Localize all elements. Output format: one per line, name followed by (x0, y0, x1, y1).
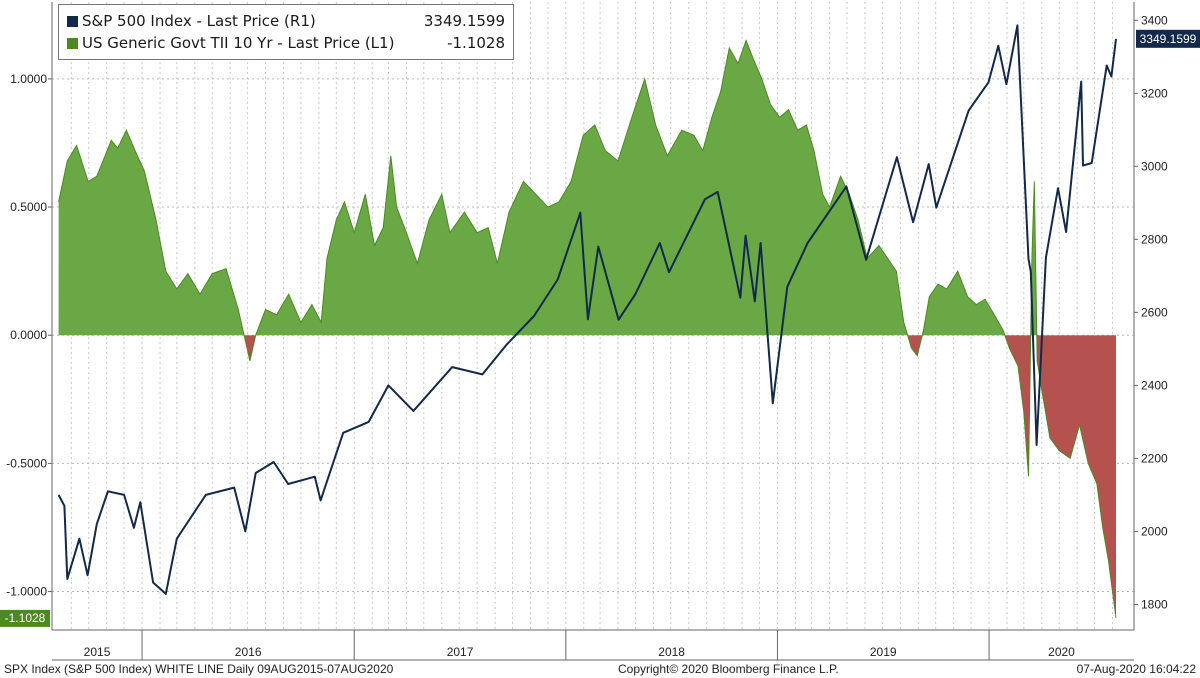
right-axis-tick-label: 2600 (1141, 305, 1168, 319)
left-axis-tick-label: 0.5000 (10, 200, 47, 214)
right-axis-tick-label: 3000 (1141, 159, 1168, 173)
tips-area-negative (244, 335, 1116, 618)
legend-value-tips: -1.1028 (447, 34, 505, 52)
footer-source: SPX Index (S&P 500 Index) WHITE LINE Dai… (4, 662, 394, 676)
right-axis-tick-label: 2000 (1141, 524, 1168, 538)
sp500-swatch (67, 16, 78, 27)
sp500-line (57, 24, 1117, 595)
left-axis-tick-label: -1.0000 (6, 585, 47, 599)
right-axis-tick-label: 2800 (1141, 232, 1168, 246)
footer-timestamp: 07-Aug-2020 16:04:22 (1076, 662, 1196, 676)
right-axis-tick-label: 3400 (1141, 13, 1168, 27)
tips-last-value-label: -1.1028 (5, 611, 46, 625)
legend-item-tips: US Generic Govt TII 10 Yr - Last Price (… (67, 32, 505, 54)
legend-value-sp500: 3349.1599 (423, 12, 505, 30)
x-axis-year-label: 2015 (84, 645, 111, 659)
x-axis-year-label: 2018 (658, 645, 685, 659)
footer-copyright: Copyright© 2020 Bloomberg Finance L.P. (618, 662, 839, 676)
right-axis-tick-label: 2200 (1141, 451, 1168, 465)
left-axis-tick-label: 0.0000 (10, 328, 47, 342)
x-axis-year-label: 2016 (235, 645, 262, 659)
tips-area-positive (58, 40, 1116, 336)
sp500-last-badge (1136, 29, 1200, 48)
x-axis-year-label: 2017 (447, 645, 474, 659)
legend-label-sp500: S&P 500 Index - Last Price (R1) (82, 12, 316, 30)
right-axis-tick-label: 1800 (1141, 597, 1168, 611)
x-axis-year-label: 2019 (870, 645, 897, 659)
legend: S&P 500 Index - Last Price (R1) 3349.159… (58, 4, 514, 60)
tips-line (58, 38, 1117, 618)
legend-item-sp500: S&P 500 Index - Last Price (R1) 3349.159… (67, 10, 505, 32)
sp500-last-value-label: 3349.1599 (1140, 32, 1197, 46)
tips-swatch (67, 38, 78, 49)
right-axis-tick-label: 2400 (1141, 378, 1168, 392)
x-axis-year-label: 2020 (1048, 645, 1075, 659)
left-axis-tick-label: 1.0000 (10, 72, 47, 86)
legend-label-tips: US Generic Govt TII 10 Yr - Last Price (… (82, 34, 395, 52)
tips-last-badge (0, 609, 50, 627)
right-axis-tick-label: 3200 (1141, 86, 1168, 100)
left-axis-tick-label: -0.5000 (6, 456, 47, 470)
